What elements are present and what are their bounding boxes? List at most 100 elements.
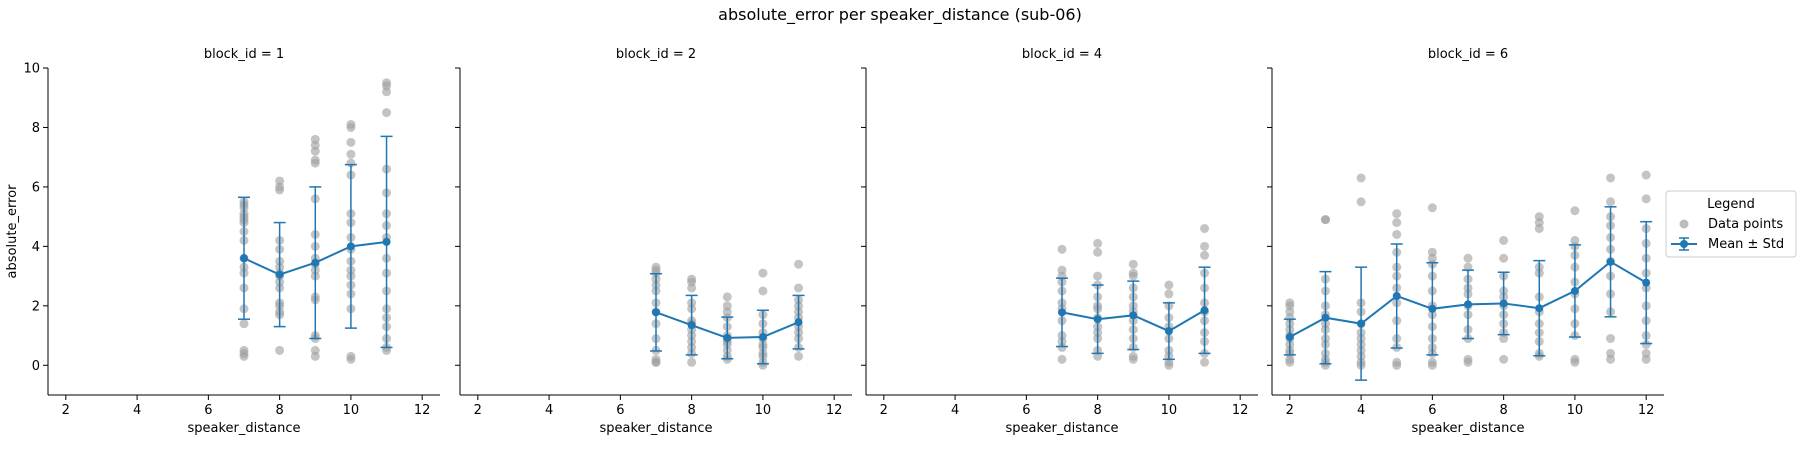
data-point — [651, 354, 661, 364]
x-axis-label: speaker_distance — [1006, 421, 1119, 436]
mean-point — [346, 242, 355, 251]
x-axis-label: speaker_distance — [600, 421, 713, 436]
x-tick-label: 6 — [1428, 403, 1436, 418]
data-point — [310, 134, 320, 144]
y-tick-label: 2 — [32, 299, 40, 314]
data-point — [1392, 229, 1402, 239]
legend: Legend Data points Mean ± Std — [1665, 190, 1797, 258]
data-point — [1570, 235, 1580, 245]
mean-point — [1642, 278, 1651, 287]
x-tick-label: 8 — [687, 403, 695, 418]
facet-panel: block_id = 1 2 4 6 8 10 12 0 2 4 6 8 10 speaker_dista… — [5, 47, 440, 436]
facet-panel: block_id = 2 2 4 6 8 10 12 speaker_distance — [455, 47, 852, 436]
x-tick-label: 4 — [133, 403, 141, 418]
data-point — [1200, 224, 1210, 234]
data-point — [1200, 357, 1210, 367]
data-point — [1606, 348, 1616, 358]
facet-panel: block_id = 4 2 4 6 8 10 12 speaker_distance — [861, 47, 1258, 436]
mean-point — [1357, 319, 1366, 328]
mean-point — [1499, 299, 1508, 308]
data-point — [1128, 268, 1138, 278]
data-point — [1641, 339, 1651, 349]
data-point — [1641, 170, 1651, 180]
data-point — [1427, 247, 1437, 257]
mean-point — [1129, 311, 1138, 320]
data-point — [1499, 235, 1509, 245]
mean-point — [1200, 306, 1209, 315]
data-point — [275, 345, 285, 355]
x-tick-label: 2 — [1286, 403, 1294, 418]
x-tick-label: 2 — [880, 403, 888, 418]
data-point — [758, 286, 768, 296]
x-tick-label: 8 — [275, 403, 283, 418]
data-point — [1057, 354, 1067, 364]
x-tick-label: 6 — [1022, 403, 1030, 418]
x-tick-label: 12 — [414, 403, 431, 418]
x-tick-label: 10 — [1161, 403, 1178, 418]
data-point — [239, 319, 249, 329]
data-point — [1463, 253, 1473, 263]
data-point — [1641, 194, 1651, 204]
mean-point — [758, 333, 767, 342]
mean-point — [1535, 304, 1544, 313]
data-point — [1285, 298, 1295, 308]
data-point — [1057, 265, 1067, 275]
data-point — [651, 262, 661, 272]
data-point — [794, 351, 804, 361]
x-tick-label: 8 — [1499, 403, 1507, 418]
data-point — [1320, 215, 1330, 225]
mean-point — [240, 254, 248, 263]
data-point — [310, 155, 320, 165]
data-point — [275, 176, 285, 186]
data-point — [1606, 197, 1616, 207]
data-point — [382, 108, 392, 118]
data-point — [1499, 354, 1509, 364]
mean-point — [687, 321, 696, 330]
legend-marker-data-points — [1679, 219, 1689, 229]
x-tick-label: 6 — [616, 403, 624, 418]
data-point — [1641, 348, 1651, 358]
x-tick-label: 12 — [1638, 403, 1655, 418]
mean-point — [382, 237, 391, 246]
data-point — [1392, 218, 1402, 228]
y-tick-label: 6 — [32, 180, 40, 195]
x-tick-label: 6 — [204, 403, 212, 418]
data-point — [794, 283, 804, 293]
x-tick-label: 4 — [951, 403, 959, 418]
y-tick-label: 8 — [32, 121, 40, 136]
x-axis-label: speaker_distance — [188, 421, 301, 436]
legend-label-mean: Mean ± Std — [1708, 237, 1784, 252]
data-point — [1427, 203, 1437, 213]
data-point — [722, 292, 732, 302]
data-point — [1570, 206, 1580, 216]
data-point — [1392, 357, 1402, 367]
y-tick-label: 4 — [32, 240, 40, 255]
data-point — [794, 259, 804, 269]
data-point — [1164, 280, 1174, 290]
mean-point — [1428, 304, 1437, 313]
panel-title: block_id = 1 — [204, 47, 284, 62]
data-point — [1392, 209, 1402, 219]
data-point — [1356, 173, 1366, 183]
mean-point — [1606, 257, 1615, 266]
data-point — [346, 158, 356, 168]
data-point — [1128, 351, 1138, 361]
data-point — [382, 78, 392, 88]
mean-point — [1093, 315, 1102, 324]
mean-point — [1321, 313, 1330, 322]
mean-point — [275, 270, 284, 279]
x-tick-label: 2 — [474, 403, 482, 418]
facet-grid: block_id = 1 2 4 6 8 10 12 0 2 4 6 8 10 speaker_dista… — [5, 47, 1664, 436]
x-tick-label: 8 — [1093, 403, 1101, 418]
data-point — [1164, 289, 1174, 299]
data-point — [346, 119, 356, 129]
mean-point — [1392, 292, 1401, 301]
data-point — [1463, 354, 1473, 364]
data-point — [346, 351, 356, 361]
x-tick-label: 12 — [826, 403, 843, 418]
data-point — [1570, 354, 1580, 364]
legend-label-data-points: Data points — [1708, 217, 1783, 232]
data-point — [1499, 253, 1509, 263]
legend-marker-mean — [1680, 240, 1688, 248]
